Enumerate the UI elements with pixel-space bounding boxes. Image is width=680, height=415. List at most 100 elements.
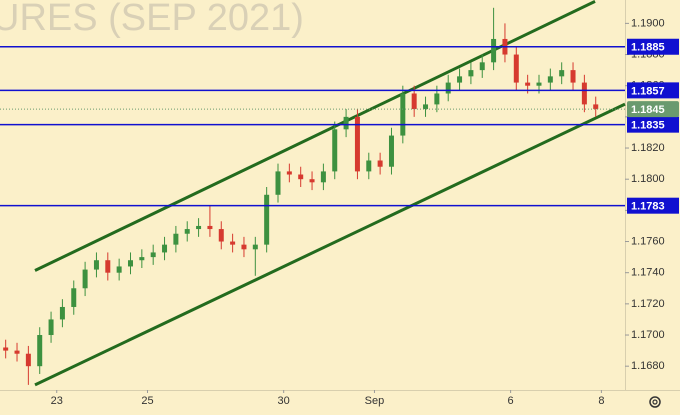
last-price-bg bbox=[627, 101, 679, 118]
candle-body bbox=[93, 260, 99, 270]
candle bbox=[377, 152, 383, 175]
watermark-title: URES (SEP 2021) bbox=[0, 0, 304, 39]
gear-hub bbox=[652, 399, 658, 405]
candle-body bbox=[354, 116, 360, 172]
candle-body bbox=[275, 171, 281, 195]
candle bbox=[354, 109, 360, 180]
candle-body bbox=[525, 82, 531, 86]
candle bbox=[173, 225, 179, 253]
candle-body bbox=[491, 38, 497, 63]
candle-body bbox=[332, 129, 338, 172]
candle-body bbox=[400, 93, 406, 136]
candle bbox=[252, 236, 258, 276]
candle bbox=[264, 186, 270, 253]
x-tick-label: 25 bbox=[141, 395, 153, 407]
candle-body bbox=[388, 135, 394, 167]
candle bbox=[559, 62, 565, 85]
candle bbox=[593, 96, 599, 117]
level-label: 1.1783 bbox=[631, 201, 665, 213]
y-tick-label: 1.1800 bbox=[631, 173, 665, 185]
candle-body bbox=[25, 353, 31, 367]
candle-body bbox=[286, 171, 292, 175]
settings-icon[interactable] bbox=[649, 396, 661, 408]
candle bbox=[423, 96, 429, 117]
candle-body bbox=[411, 93, 417, 110]
candle-body bbox=[320, 171, 326, 183]
level-label-bg bbox=[627, 38, 679, 55]
candle-body bbox=[468, 70, 474, 77]
level-label: 1.1835 bbox=[631, 120, 665, 132]
x-tick-label: 30 bbox=[278, 395, 290, 407]
candle bbox=[37, 327, 43, 374]
candle-body bbox=[184, 229, 190, 234]
candle bbox=[25, 345, 31, 385]
candle bbox=[457, 68, 463, 91]
candle bbox=[298, 166, 304, 187]
candle-body bbox=[127, 260, 133, 267]
candle bbox=[479, 54, 485, 78]
x-tick-label: 6 bbox=[508, 395, 514, 407]
candle-body bbox=[457, 76, 463, 83]
candle bbox=[275, 163, 281, 203]
candle bbox=[59, 299, 65, 328]
candle-body bbox=[150, 252, 156, 258]
candle-body bbox=[536, 82, 542, 86]
level-label-bg bbox=[627, 116, 679, 133]
candle-body bbox=[139, 257, 145, 261]
candle bbox=[513, 46, 519, 91]
candle-body bbox=[82, 269, 88, 289]
candle-body bbox=[377, 160, 383, 167]
candle bbox=[547, 68, 553, 91]
candle-body bbox=[105, 260, 111, 273]
candle-body bbox=[3, 347, 9, 351]
y-tick-label: 1.1680 bbox=[631, 360, 665, 372]
candle bbox=[320, 163, 326, 191]
y-tick-label: 1.1720 bbox=[631, 298, 665, 310]
candle-body bbox=[581, 82, 587, 105]
candle-body bbox=[570, 70, 576, 83]
gear-ring bbox=[649, 396, 661, 408]
trend-line bbox=[34, 102, 626, 387]
candle-body bbox=[343, 116, 349, 130]
y-tick-label: 1.1740 bbox=[631, 267, 665, 279]
candle-body bbox=[48, 319, 54, 336]
candle bbox=[82, 261, 88, 297]
candle bbox=[196, 218, 202, 237]
candle-body bbox=[162, 244, 168, 253]
candle-body bbox=[230, 241, 236, 245]
candle bbox=[162, 236, 168, 261]
candle-body bbox=[593, 104, 599, 110]
candle bbox=[184, 221, 190, 242]
candle bbox=[241, 236, 247, 258]
level-label: 1.1857 bbox=[631, 85, 665, 97]
candle bbox=[570, 62, 576, 91]
candle-body bbox=[14, 350, 20, 354]
candle-body bbox=[298, 174, 304, 180]
candle-body bbox=[434, 93, 440, 105]
y-tick-label: 1.1900 bbox=[631, 17, 665, 29]
candle-body bbox=[309, 179, 315, 183]
candle-body bbox=[71, 288, 77, 307]
candle bbox=[332, 121, 338, 180]
candle-body bbox=[366, 160, 372, 172]
candle bbox=[366, 152, 372, 180]
candle bbox=[139, 249, 145, 269]
candle bbox=[150, 244, 156, 265]
x-tick-label: 23 bbox=[51, 395, 63, 407]
candle bbox=[116, 258, 122, 281]
candle-body bbox=[116, 266, 122, 273]
candle bbox=[230, 233, 236, 253]
candle bbox=[105, 252, 111, 281]
candle bbox=[343, 109, 349, 138]
candle bbox=[581, 74, 587, 113]
candle-body bbox=[479, 62, 485, 71]
candle-body bbox=[196, 225, 202, 230]
candle bbox=[218, 221, 224, 250]
y-tick-label: 1.1760 bbox=[631, 235, 665, 247]
candle bbox=[127, 252, 133, 275]
candle-body bbox=[241, 244, 247, 250]
candle bbox=[93, 252, 99, 278]
last-price-label: 1.1845 bbox=[631, 104, 665, 116]
